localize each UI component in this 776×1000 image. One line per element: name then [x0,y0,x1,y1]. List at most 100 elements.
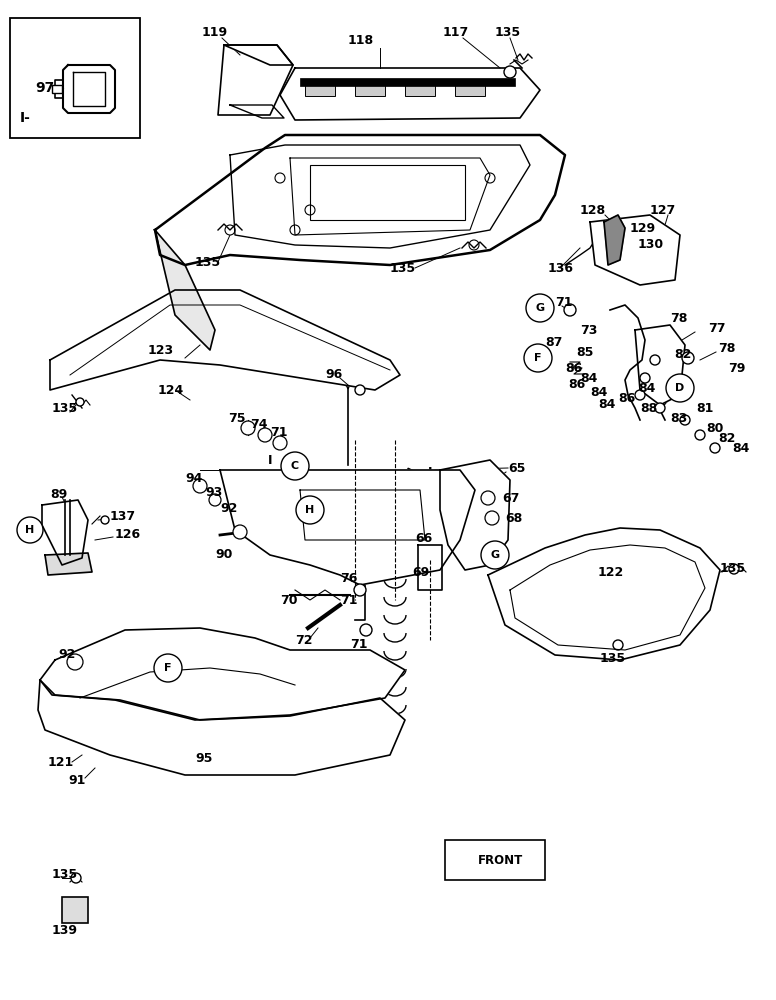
Circle shape [193,479,207,493]
Polygon shape [440,460,510,570]
Text: 92: 92 [220,502,237,514]
Text: 129: 129 [630,222,656,234]
Text: 128: 128 [580,204,606,217]
Text: 84: 84 [732,442,750,454]
Polygon shape [40,628,405,720]
Text: 68: 68 [505,512,522,524]
Polygon shape [42,500,88,565]
Bar [300,78,515,86]
Circle shape [729,564,739,574]
Polygon shape [604,215,625,265]
Circle shape [273,436,287,450]
Text: 80: 80 [706,422,723,434]
Circle shape [17,517,43,543]
Circle shape [71,873,81,883]
Text: 127: 127 [650,204,676,217]
Circle shape [524,344,552,372]
Polygon shape [220,470,475,585]
Bar [305,80,335,96]
Text: 139: 139 [52,924,78,936]
Text: 135: 135 [390,261,416,274]
Circle shape [258,428,272,442]
Text: 137: 137 [110,510,136,522]
Bar [52,85,62,93]
Text: 90: 90 [215,548,232,560]
Text: F: F [534,353,542,363]
Text: 97: 97 [35,81,54,95]
Text: F: F [165,663,171,673]
Polygon shape [155,230,215,350]
Text: 95: 95 [195,752,213,764]
Text: 66: 66 [415,532,432,544]
Circle shape [281,452,309,480]
Circle shape [564,304,576,316]
Text: 135: 135 [495,25,521,38]
Polygon shape [488,528,720,660]
Circle shape [225,225,235,235]
Text: G: G [490,550,500,560]
Text: 86: 86 [565,361,582,374]
Circle shape [485,511,499,525]
Circle shape [481,541,509,569]
Text: 89: 89 [50,488,68,502]
Bar [355,80,385,96]
Text: 71: 71 [340,593,358,606]
Text: 130: 130 [638,238,664,251]
Text: 126: 126 [115,528,141,542]
Circle shape [67,654,83,670]
Text: G: G [535,303,545,313]
Circle shape [640,373,650,383]
Text: 122: 122 [598,566,624,578]
Bar [445,840,545,880]
Circle shape [695,430,705,440]
Text: 78: 78 [670,312,688,324]
Circle shape [305,205,315,215]
Text: 88: 88 [640,401,657,414]
Circle shape [101,516,109,524]
Circle shape [296,496,324,524]
Text: 77: 77 [708,322,726,334]
Polygon shape [38,680,405,775]
Text: 135: 135 [52,868,78,882]
Polygon shape [155,135,565,265]
Text: 81: 81 [696,401,713,414]
Text: I: I [268,454,272,466]
Text: 75: 75 [228,412,245,424]
Text: D: D [675,383,684,393]
Text: 84: 84 [590,385,608,398]
Text: 117: 117 [443,25,469,38]
Text: H: H [26,525,35,535]
Circle shape [76,398,84,406]
Circle shape [526,294,554,322]
Polygon shape [590,215,680,285]
Text: I-: I- [20,111,31,125]
Circle shape [154,654,182,682]
Circle shape [354,584,366,596]
Circle shape [355,385,365,395]
Text: 73: 73 [580,324,598,336]
Text: H: H [306,505,314,515]
Text: 67: 67 [502,491,519,504]
Circle shape [209,494,221,506]
Text: 121: 121 [48,756,74,768]
Text: 91: 91 [68,774,85,786]
Polygon shape [45,553,92,575]
Circle shape [613,640,623,650]
Text: 84: 84 [598,398,615,412]
Text: 65: 65 [508,462,525,475]
Text: I: I [428,466,432,479]
Polygon shape [635,325,685,405]
Circle shape [650,355,660,365]
Text: 70: 70 [280,593,297,606]
Text: 123: 123 [148,344,174,357]
Text: 69: 69 [412,566,429,578]
Circle shape [469,240,479,250]
Text: 72: 72 [295,634,313,647]
Bar [62,897,88,923]
Text: 92: 92 [58,648,75,662]
Text: I: I [285,474,289,487]
Text: 71: 71 [270,426,287,438]
Text: 135: 135 [600,652,626,664]
Circle shape [504,66,516,78]
Text: 71: 71 [555,296,573,308]
